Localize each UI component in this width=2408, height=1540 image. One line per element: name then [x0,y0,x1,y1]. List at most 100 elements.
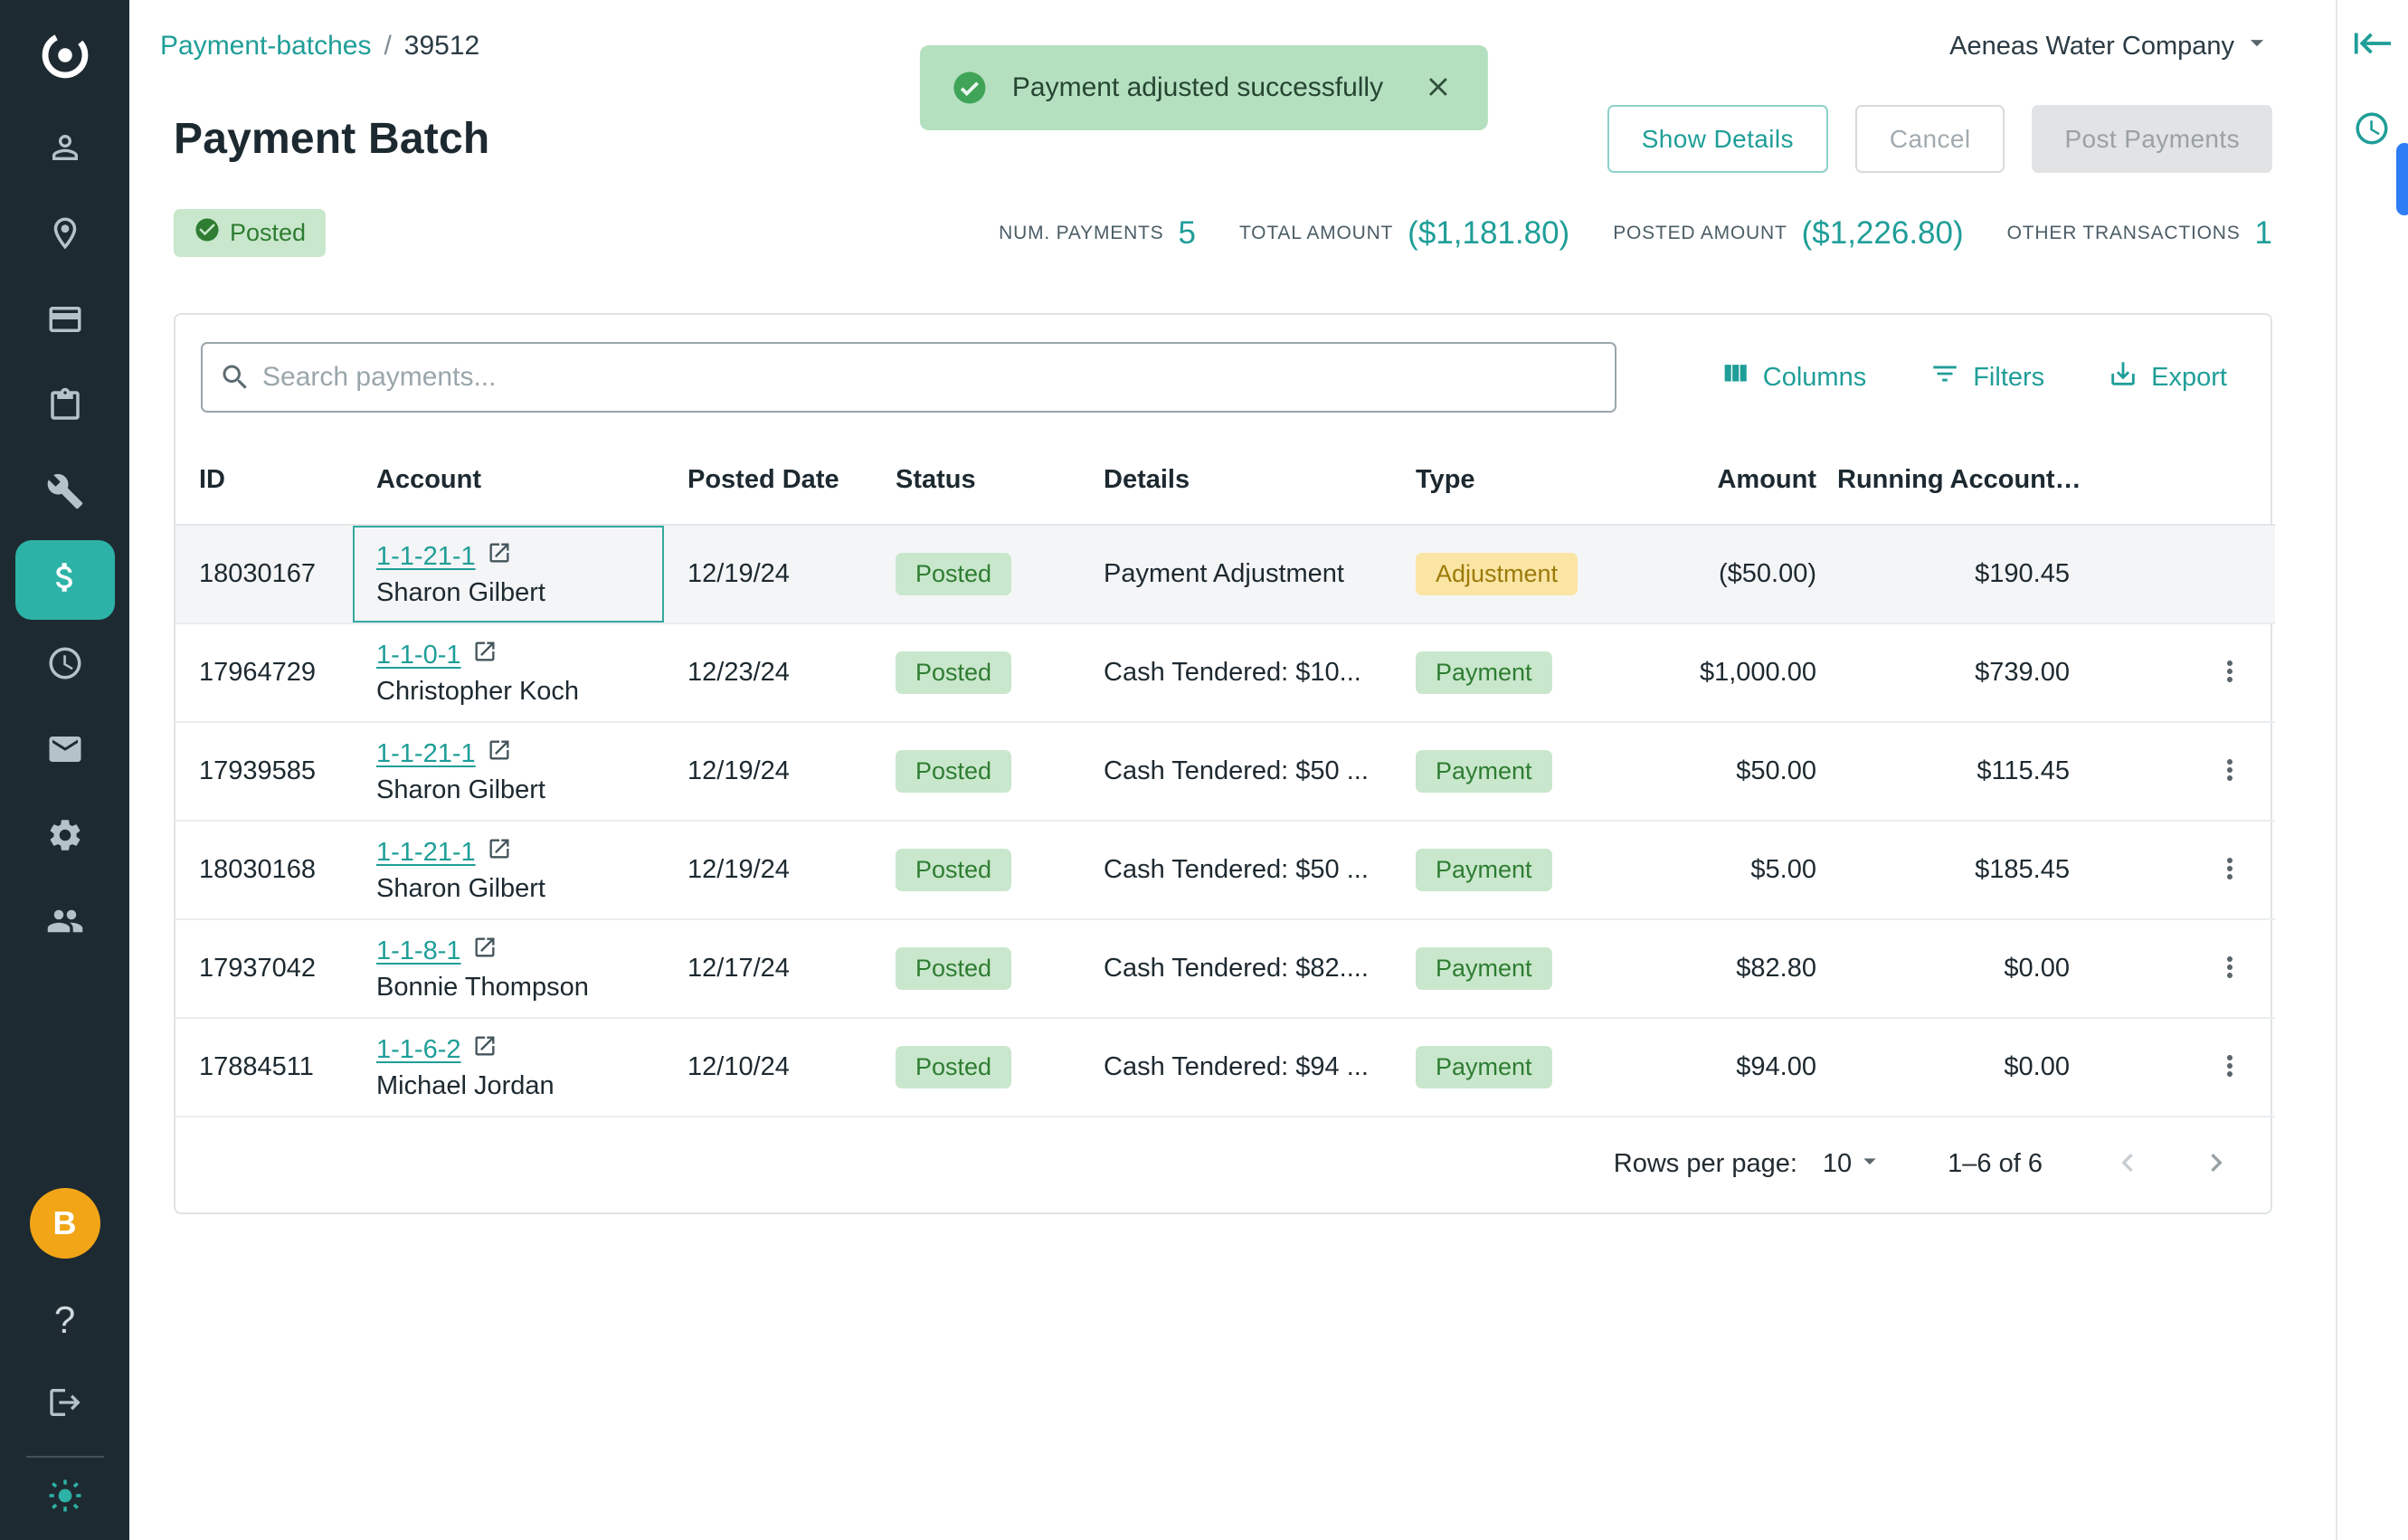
help-button[interactable]: ? [54,1295,75,1345]
clipboard-icon [46,386,84,429]
cell-account: 1-1-21-1 Sharon Gilbert [353,525,664,623]
sidebar-item-location[interactable] [0,193,129,279]
col-header-type: Type [1392,436,1596,525]
cell-status: Posted [872,722,1080,821]
logout-icon [47,1384,83,1425]
history-panel-button[interactable] [2350,107,2394,150]
cell-amount: $82.80 [1596,919,1831,1018]
cell-status: Posted [872,919,1080,1018]
cell-status: Posted [872,821,1080,919]
chevron-down-icon [1855,1146,1884,1183]
account-link[interactable]: 1-1-6-2 [376,1035,461,1065]
account-link[interactable]: 1-1-21-1 [376,838,476,868]
sidebar-item-tasks[interactable] [0,365,129,451]
status-chip: Posted [896,849,1011,891]
rows-per-page-label: Rows per page: [1614,1149,1797,1179]
row-menu-button[interactable] [2208,847,2252,893]
external-link-icon[interactable] [487,540,512,573]
sidebar-item-billing[interactable] [0,279,129,365]
account-name: Michael Jordan [376,1071,664,1101]
table-row[interactable]: 18030168 1-1-21-1 Sharon Gilbert 12/19/2… [175,821,2275,919]
table-row[interactable]: 17939585 1-1-21-1 Sharon Gilbert 12/19/2… [175,722,2275,821]
credit-card-icon [46,300,84,343]
account-link[interactable]: 1-1-8-1 [376,936,461,966]
sidebar-divider [26,1456,104,1458]
post-payments-button[interactable]: Post Payments [2032,105,2272,173]
columns-button[interactable]: Columns [1714,357,1872,397]
cancel-button[interactable]: Cancel [1855,105,2005,173]
cell-actions [2084,1018,2275,1117]
toast-close-button[interactable] [1419,68,1457,109]
row-menu-button[interactable] [2208,946,2252,992]
success-toast: Payment adjusted successfully [920,45,1488,130]
company-name: Aeneas Water Company [1949,32,2234,62]
cell-account: 1-1-8-1 Bonnie Thompson [353,919,664,1018]
logout-button[interactable] [47,1379,83,1430]
cell-details: Payment Adjustment [1080,525,1392,623]
col-header-actions [2084,436,2275,525]
account-link[interactable]: 1-1-0-1 [376,641,461,670]
sidebar-item-tools[interactable] [0,451,129,537]
next-page-button[interactable] [2198,1145,2234,1184]
cell-type: Payment [1392,1018,1596,1117]
more-vert-icon [2214,1050,2246,1082]
external-link-icon[interactable] [472,1033,498,1066]
col-header-details: Details [1080,436,1392,525]
cell-account: 1-1-6-2 Michael Jordan [353,1018,664,1117]
export-button[interactable]: Export [2102,357,2233,397]
type-chip: Adjustment [1416,553,1578,595]
cell-running-account: $739.00 [1831,623,2084,722]
row-menu-button[interactable] [2208,748,2252,794]
search-icon [219,361,251,394]
col-header-amount: Amount [1596,436,1831,525]
sidebar-item-settings[interactable] [0,794,129,880]
external-link-icon[interactable] [472,935,498,967]
breadcrumb-link-payment-batches[interactable]: Payment-batches [160,31,371,62]
theme-toggle-button[interactable] [46,1472,84,1523]
account-link[interactable]: 1-1-21-1 [376,542,476,572]
external-link-icon[interactable] [487,836,512,869]
filters-button[interactable]: Filters [1924,357,2050,397]
table-row[interactable]: 17884511 1-1-6-2 Michael Jordan 12/10/24… [175,1018,2275,1117]
sidebar-item-payments[interactable] [15,540,115,620]
collapse-panel-button[interactable] [2350,22,2394,65]
toast-message: Payment adjusted successfully [1012,72,1383,103]
external-link-icon[interactable] [487,737,512,770]
row-menu-button[interactable] [2208,1044,2252,1090]
account-link[interactable]: 1-1-21-1 [376,739,476,769]
more-vert-icon [2214,655,2246,688]
external-link-icon[interactable] [472,639,498,671]
sidebar-item-schedule[interactable] [0,623,129,708]
row-menu-button[interactable] [2208,650,2252,696]
table-row[interactable]: 17964729 1-1-0-1 Christopher Koch 12/23/… [175,623,2275,722]
user-avatar[interactable]: B [30,1188,100,1259]
search-input[interactable] [201,342,1616,413]
gear-icon [46,816,84,859]
cell-amount: ($50.00) [1596,525,1831,623]
col-header-account: Account [353,436,664,525]
cell-details: Cash Tendered: $82.... [1080,919,1392,1018]
person-icon [46,128,84,171]
sidebar-item-person[interactable] [0,107,129,193]
cell-posted-date: 12/19/24 [664,722,872,821]
previous-page-button[interactable] [2109,1145,2146,1184]
scrollbar-thumb[interactable] [2396,143,2408,215]
cell-id: 17939585 [175,722,353,821]
cell-details: Cash Tendered: $50 ... [1080,821,1392,919]
cell-id: 18030168 [175,821,353,919]
payments-card: Columns Filters Export ID A [174,313,2272,1214]
right-rail [2336,0,2408,1540]
breadcrumb-separator: / [384,31,391,62]
company-selector[interactable]: Aeneas Water Company [1949,27,2272,65]
table-footer: Rows per page: 10 1–6 of 6 [175,1117,2271,1212]
sidebar-item-mail[interactable] [0,708,129,794]
cell-amount: $50.00 [1596,722,1831,821]
table-row[interactable]: 17937042 1-1-8-1 Bonnie Thompson 12/17/2… [175,919,2275,1018]
sidebar-item-people[interactable] [0,880,129,966]
status-badge: Posted [174,209,326,257]
rows-per-page-select[interactable]: 10 [1823,1146,1884,1183]
table-header-row: ID Account Posted Date Status Details Ty… [175,436,2275,525]
col-header-id: ID [175,436,353,525]
show-details-button[interactable]: Show Details [1607,105,1828,173]
table-row[interactable]: 18030167 1-1-21-1 Sharon Gilbert 12/19/2… [175,525,2275,623]
